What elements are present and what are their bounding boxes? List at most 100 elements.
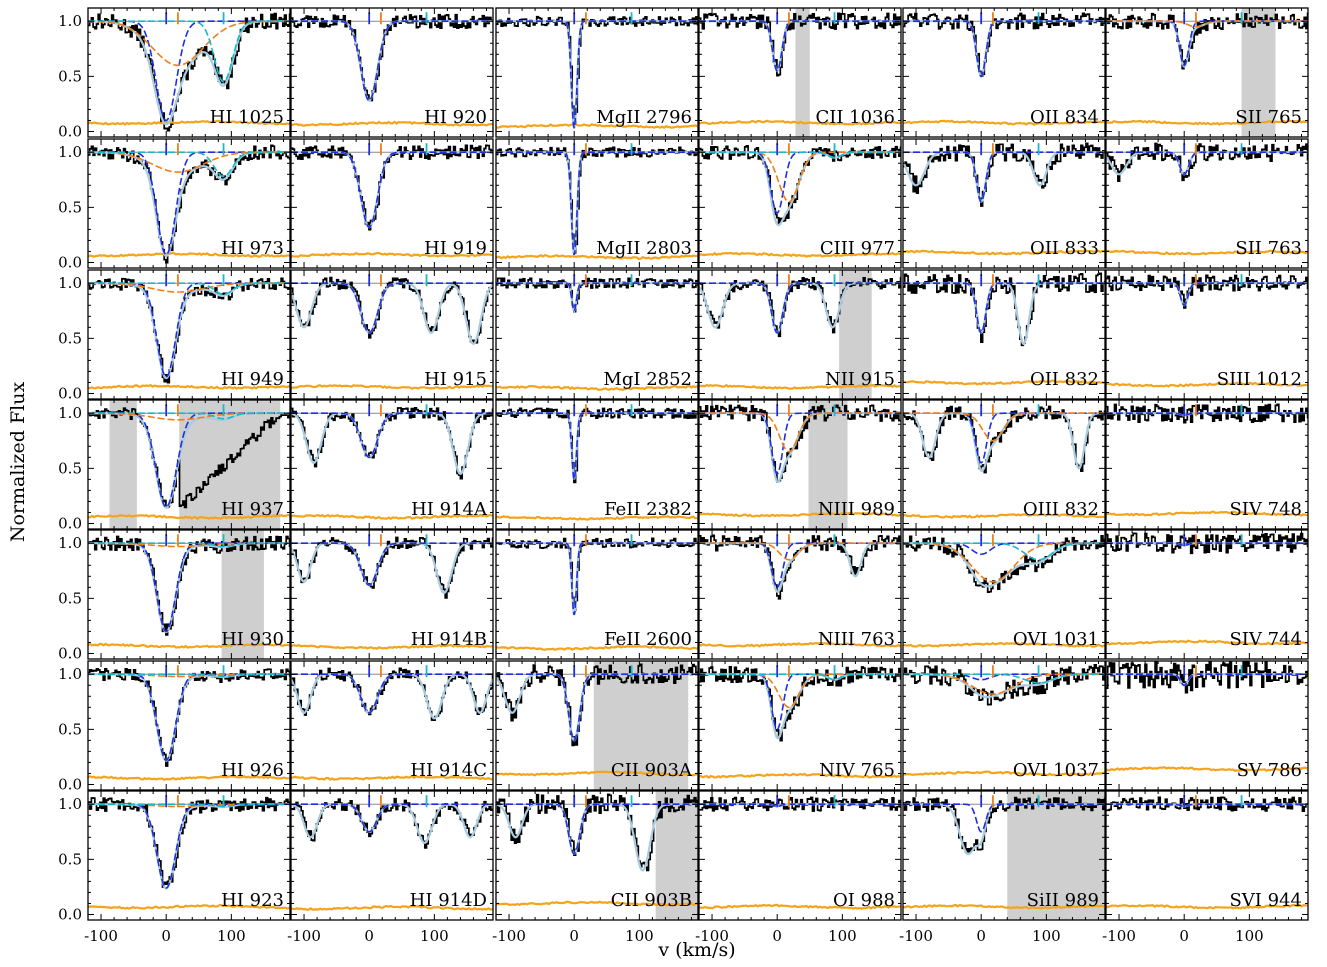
panel-plot-area (903, 663, 1105, 777)
transition-label: HI 949 (221, 369, 284, 390)
component-fit-b (903, 282, 1105, 334)
panel-hi-920: HI 920 (290, 7, 494, 138)
y-tick-label: 1.0 (58, 534, 82, 552)
error-spectrum (88, 903, 290, 910)
y-tick-label: 0.5 (58, 329, 82, 347)
panel-siv-748: SIV 748 (1105, 399, 1309, 530)
panel-frame (495, 138, 699, 269)
masked-region (1241, 8, 1276, 137)
panel-hi-926: 0.0 0.5 1.0 HI 926 (58, 660, 291, 793)
flux-spectrum (1106, 12, 1308, 70)
error-spectrum (496, 645, 698, 651)
panel-plot-area (291, 143, 493, 258)
panel-plot-area (1106, 403, 1308, 517)
transition-label: OII 832 (1030, 369, 1099, 390)
transition-label: SII 765 (1235, 107, 1302, 128)
panel-frame (698, 660, 902, 791)
transition-label: NIV 765 (819, 760, 895, 781)
panel-frame (698, 7, 902, 138)
x-tick-label: -100 (899, 927, 933, 945)
panel-frame (902, 399, 1106, 530)
transition-label: HI 914B (411, 629, 487, 650)
panel-plot-area (291, 404, 493, 521)
error-spectrum (291, 120, 493, 127)
component-fit-b (699, 803, 901, 808)
error-spectrum (88, 251, 290, 258)
panel-plot-area (1106, 142, 1308, 256)
panel-ovi-1037: OVI 1037 (902, 660, 1106, 791)
component-fit-o (699, 542, 901, 561)
panel-hi-937: 0.0 0.5 1.0 HI 937 (58, 399, 291, 532)
panel-frame (1105, 790, 1309, 921)
flux-spectrum (1106, 142, 1308, 182)
error-spectrum (291, 904, 493, 911)
component-fit-b (496, 151, 698, 255)
flux-spectrum (699, 666, 901, 742)
y-tick-label: 0.5 (58, 720, 82, 738)
transition-label: SVI 944 (1229, 890, 1302, 911)
total-fit-model (291, 412, 493, 476)
error-spectrum (291, 383, 493, 390)
panel-oiii-832: OIII 832 (902, 399, 1106, 530)
panel-plot-area (88, 530, 290, 659)
component-fit-b (903, 803, 1105, 833)
panel-frame (87, 7, 291, 138)
flux-spectrum (1106, 796, 1308, 813)
panel-frame (1105, 660, 1309, 791)
error-spectrum (1106, 119, 1308, 126)
masked-region (593, 661, 689, 790)
flux-spectrum (699, 404, 901, 483)
panel-frame (290, 269, 494, 400)
y-tick-label: 0.0 (58, 514, 82, 532)
error-spectrum (903, 249, 1105, 256)
panel-plot-area (496, 274, 698, 391)
x-tick-label: 0 (161, 927, 171, 945)
panel-plot-area (291, 534, 493, 650)
panel-frame (87, 138, 291, 269)
panel-plot-area (903, 272, 1105, 386)
panel-mgii-2796: MgII 2796 (495, 7, 699, 138)
panel-frame (87, 790, 291, 921)
transition-label: MgII 2796 (596, 107, 692, 128)
error-spectrum (903, 513, 1105, 519)
flux-spectrum (903, 663, 1105, 706)
transition-label: SII 763 (1235, 238, 1302, 259)
error-spectrum (291, 774, 493, 781)
panel-plot-area (1106, 532, 1308, 646)
total-fit-model (291, 151, 493, 229)
panel-plot-area (699, 270, 901, 399)
masked-region (795, 8, 810, 137)
flux-spectrum (496, 537, 698, 612)
panel-frame (902, 269, 1106, 400)
error-spectrum (699, 383, 901, 390)
error-spectrum (496, 123, 698, 130)
error-spectrum (496, 253, 698, 261)
flux-spectrum (291, 144, 493, 231)
transition-label: HI 923 (221, 890, 284, 911)
panel-hi-914a: HI 914A (290, 399, 494, 530)
error-spectrum (291, 513, 493, 521)
x-tick-label: -100 (695, 927, 729, 945)
transition-label: CIII 977 (820, 238, 895, 259)
panel-sv-786: SV 786 (1105, 660, 1309, 791)
x-tick-label: 100 (625, 927, 654, 945)
error-spectrum (699, 641, 901, 648)
transition-label: OI 988 (833, 890, 895, 911)
transition-label: NII 915 (825, 369, 895, 390)
error-spectrum (88, 513, 290, 521)
component-fit-b (291, 151, 493, 229)
panel-cii-903a: CII 903A (495, 660, 699, 791)
panel-plot-area (291, 665, 493, 781)
panel-hi-914c: HI 914C (290, 660, 494, 791)
panel-plot-area (496, 791, 698, 920)
total-fit-model (88, 282, 290, 380)
panel-plot-area (903, 142, 1105, 256)
panel-frame (1105, 529, 1309, 660)
transition-label: OVI 1031 (1013, 629, 1099, 650)
error-spectrum (1106, 381, 1308, 388)
error-spectrum (903, 119, 1105, 126)
component-fit-b (291, 412, 493, 459)
total-fit-model (699, 673, 901, 740)
panel-frame (290, 7, 494, 138)
component-fit-b (496, 412, 698, 480)
